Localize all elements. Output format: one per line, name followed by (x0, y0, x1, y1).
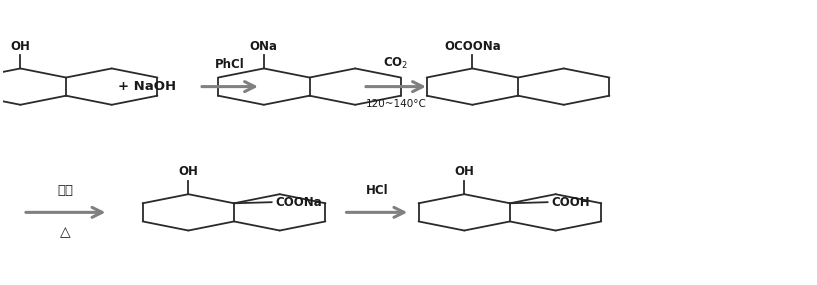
Text: HCl: HCl (365, 184, 388, 197)
Text: COONa: COONa (275, 196, 323, 209)
Text: + NaOH: + NaOH (118, 80, 176, 93)
Text: OCOONa: OCOONa (444, 40, 501, 53)
Text: 120~140°C: 120~140°C (365, 99, 426, 109)
Text: OH: OH (454, 165, 474, 178)
Text: ONa: ONa (250, 40, 278, 53)
Text: COOH: COOH (551, 196, 590, 209)
Text: 重排: 重排 (58, 184, 74, 197)
Text: OH: OH (178, 165, 199, 178)
Text: CO$_2$: CO$_2$ (383, 56, 408, 71)
Text: OH: OH (11, 40, 30, 53)
Text: △: △ (60, 225, 71, 239)
Text: PhCl: PhCl (215, 58, 245, 71)
